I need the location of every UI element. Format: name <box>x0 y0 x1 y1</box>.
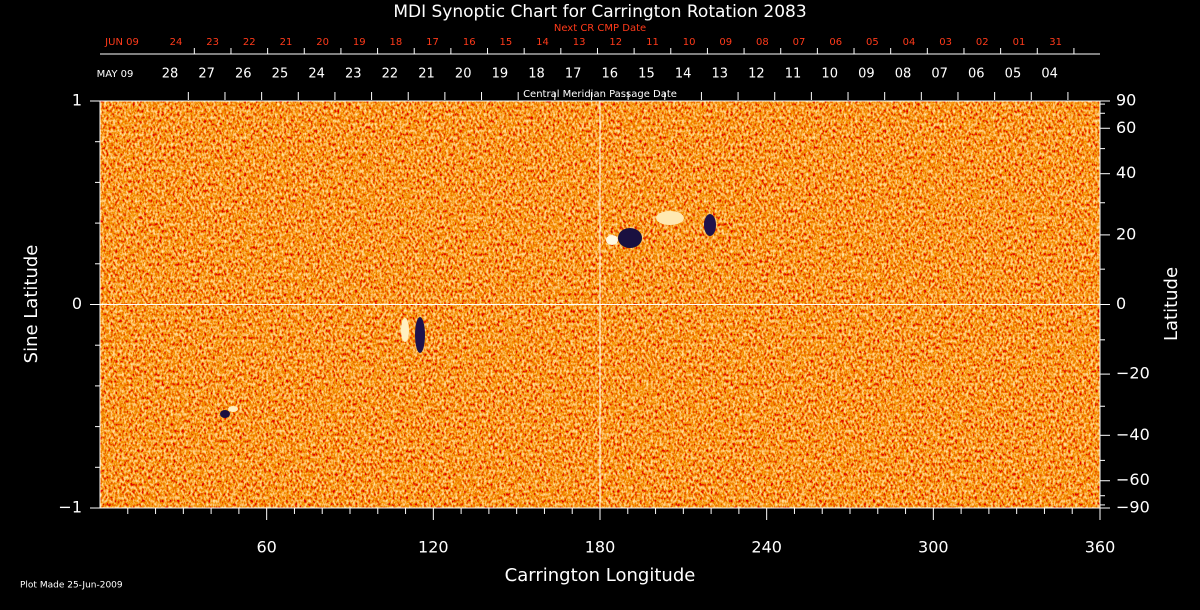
date-label: 07 <box>931 67 948 82</box>
y-tick-label: −1 <box>58 498 82 517</box>
date-label: 27 <box>198 67 215 82</box>
date-label: 19 <box>492 67 509 82</box>
y2-tick-label: −60 <box>1116 470 1150 489</box>
date-axis-title: Central Meridian Passage Date <box>523 89 677 100</box>
date-label: 31 <box>1049 37 1062 48</box>
date-label: 19 <box>353 37 366 48</box>
y2-tick-label: −40 <box>1116 425 1150 444</box>
date-label: 06 <box>829 37 842 48</box>
date-label: 02 <box>976 37 989 48</box>
date-label: 09 <box>858 67 875 82</box>
date-label: 14 <box>675 67 692 82</box>
y2-tick-label: −90 <box>1116 498 1150 517</box>
date-label: 04 <box>1041 67 1058 82</box>
date-label: 10 <box>821 67 838 82</box>
date-label: 16 <box>602 67 619 82</box>
date-label: 17 <box>426 37 439 48</box>
date-label: 16 <box>463 37 476 48</box>
date-label: 22 <box>382 67 399 82</box>
y-tick-label: 0 <box>72 294 82 313</box>
date-label: 25 <box>272 67 289 82</box>
date-label: 10 <box>683 37 696 48</box>
date-label: 15 <box>638 67 655 82</box>
date-label: 24 <box>308 67 325 82</box>
x-tick-label: 360 <box>1085 538 1116 557</box>
date-label: 09 <box>719 37 732 48</box>
date-label: 21 <box>280 37 293 48</box>
x-tick-label: 120 <box>418 538 449 557</box>
date-label: 20 <box>455 67 472 82</box>
chart-title: MDI Synoptic Chart for Carrington Rotati… <box>393 2 806 22</box>
date-label: 07 <box>793 37 806 48</box>
date-label: 13 <box>573 37 586 48</box>
date-label: 13 <box>711 67 728 82</box>
date-label: 08 <box>895 67 912 82</box>
y2-tick-label: 40 <box>1116 163 1136 182</box>
date-axis-title: Next CR CMP Date <box>554 23 646 34</box>
date-label: 11 <box>646 37 659 48</box>
x-axis-label: Carrington Longitude <box>505 565 696 586</box>
date-axis-start: MAY 09 <box>97 69 134 80</box>
date-label: 22 <box>243 37 256 48</box>
y2-tick-label: 60 <box>1116 118 1136 137</box>
date-label: 15 <box>499 37 512 48</box>
date-label: 01 <box>1013 37 1026 48</box>
x-tick-label: 180 <box>585 538 616 557</box>
x-tick-label: 300 <box>918 538 949 557</box>
active-regions <box>220 211 716 418</box>
date-label: 23 <box>206 37 219 48</box>
date-label: 18 <box>390 37 403 48</box>
y2-axis-label: Latitude <box>1161 267 1182 341</box>
x-tick-label: 60 <box>256 538 276 557</box>
x-tick-label: 240 <box>751 538 782 557</box>
y2-tick-label: 20 <box>1116 224 1136 243</box>
y2-tick-label: 0 <box>1116 294 1126 313</box>
date-label: 12 <box>748 67 765 82</box>
y-tick-label: 1 <box>72 91 82 110</box>
date-label: 26 <box>235 67 252 82</box>
footnote: Plot Made 25-Jun-2009 <box>20 581 123 591</box>
date-label: 28 <box>162 67 179 82</box>
date-label: 06 <box>968 67 985 82</box>
date-label: 23 <box>345 67 362 82</box>
y-axis-label: Sine Latitude <box>21 245 42 364</box>
y2-tick-label: −20 <box>1116 364 1150 383</box>
date-label: 04 <box>903 37 916 48</box>
date-label: 24 <box>170 37 183 48</box>
date-label: 18 <box>528 67 545 82</box>
date-label: 08 <box>756 37 769 48</box>
date-label: 05 <box>866 37 879 48</box>
date-label: 03 <box>939 37 952 48</box>
y2-tick-label: 90 <box>1116 91 1136 110</box>
date-label: 17 <box>565 67 582 82</box>
date-label: 20 <box>316 37 329 48</box>
date-label: 11 <box>785 67 802 82</box>
date-label: 14 <box>536 37 549 48</box>
date-label: 05 <box>1005 67 1022 82</box>
date-axis-start: JUN 09 <box>104 37 139 48</box>
date-label: 12 <box>609 37 622 48</box>
date-label: 21 <box>418 67 435 82</box>
